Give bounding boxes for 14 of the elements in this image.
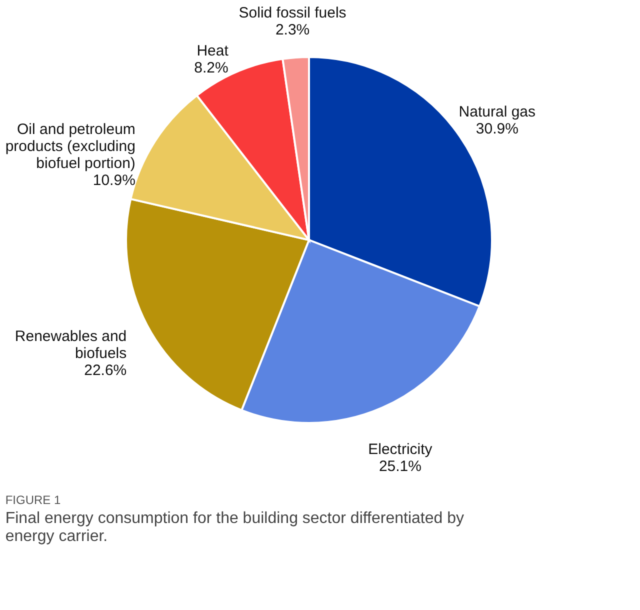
caption: FIGURE 1	[5, 493, 62, 507]
data-label: 30.9%	[476, 120, 518, 138]
slice-label: Solid fossil fuels	[238, 4, 346, 22]
slice-label: Electricity	[368, 440, 433, 458]
slice-label: Renewables and biofuels	[14, 328, 127, 362]
slice-label: Heat	[196, 42, 230, 60]
data-label: 8.2%	[194, 59, 228, 76]
text: Final energy consumption for the building sector differentiated by energy carrier.	[5, 510, 464, 545]
slice-label: Natural gas	[458, 103, 536, 120]
data-label: 10.9%	[92, 172, 136, 190]
data-label: 25.1%	[378, 458, 422, 475]
data-label: 2.3%	[275, 22, 310, 39]
data-label: 22.6%	[84, 362, 127, 379]
slice-label: Oil and petroleum products (excluding biofuel portion)	[5, 121, 136, 172]
